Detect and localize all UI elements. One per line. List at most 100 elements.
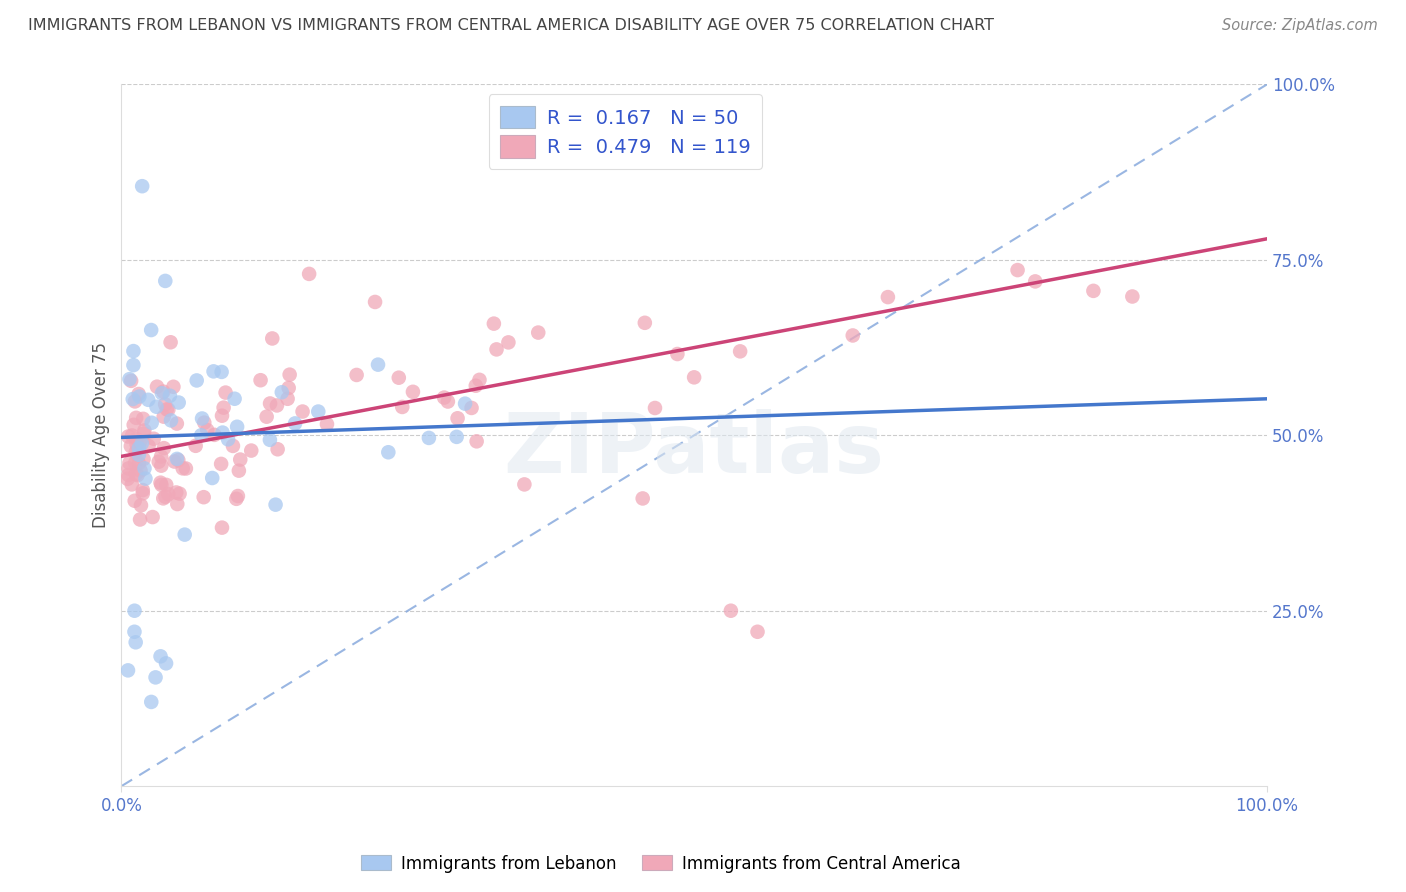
Point [146,380,169,394]
Point [128,387,150,401]
Point [156,402,179,417]
Point [145,670,167,684]
Point [167,453,190,467]
Point [201,471,224,485]
Point [155,274,177,288]
Point [121,477,143,491]
Point [644,401,666,415]
Point [138,439,160,453]
Point [485,343,508,357]
Point [173,527,195,541]
Point [136,392,159,407]
Point [256,409,278,424]
Point [211,521,233,535]
Point [131,436,153,450]
Point [159,335,181,350]
Point [129,464,152,478]
Point [249,373,271,387]
Point [132,426,155,441]
Point [212,401,235,415]
Point [132,452,155,467]
Point [157,402,180,417]
Point [465,434,488,449]
Point [482,317,505,331]
Point [631,491,654,506]
Point [125,445,148,459]
Point [298,267,321,281]
Point [195,423,218,437]
Point [266,442,288,457]
Point [418,431,440,445]
Point [124,456,146,470]
Point [141,695,163,709]
Point [172,461,194,475]
Point [124,493,146,508]
Point [666,347,689,361]
Point [264,498,287,512]
Point [152,491,174,506]
Point [316,417,339,431]
Point [157,487,180,501]
Point [148,455,170,469]
Point [193,416,215,430]
Point [128,435,150,450]
Point [152,409,174,424]
Point [634,316,657,330]
Point [117,472,139,486]
Point [128,390,150,404]
Point [226,489,249,503]
Point [128,442,150,456]
Point [229,452,252,467]
Point [174,461,197,475]
Point [217,433,239,447]
Point [211,409,233,423]
Point [166,451,188,466]
Point [225,491,247,506]
Point [162,380,184,394]
Point [120,374,142,388]
Point [127,468,149,483]
Point [364,295,387,310]
Text: IMMIGRANTS FROM LEBANON VS IMMIGRANTS FROM CENTRAL AMERICA DISABILITY AGE OVER 7: IMMIGRANTS FROM LEBANON VS IMMIGRANTS FR… [28,18,994,33]
Point [153,397,176,411]
Point [132,483,155,497]
Point [125,410,148,425]
Point [259,433,281,447]
Point [125,432,148,446]
Point [159,389,181,403]
Point [134,461,156,475]
Point [468,373,491,387]
Point [150,386,173,401]
Point [527,326,550,340]
Point [877,290,900,304]
Point [277,392,299,406]
Point [728,344,751,359]
Point [117,468,139,483]
Point [131,179,153,194]
Legend: R =  0.167   N = 50, R =  0.479   N = 119: R = 0.167 N = 50, R = 0.479 N = 119 [488,95,762,169]
Point [460,401,482,415]
Point [211,425,233,440]
Point [211,365,233,379]
Point [193,490,215,504]
Point [169,486,191,500]
Point [226,419,249,434]
Point [128,456,150,470]
Point [132,412,155,426]
Point [125,635,148,649]
Point [155,657,177,671]
Point [118,372,141,386]
Point [150,458,173,473]
Point [270,385,292,400]
Point [437,394,460,409]
Point [125,467,148,482]
Text: ZIPatlas: ZIPatlas [503,409,884,490]
Point [145,400,167,414]
Point [284,417,307,431]
Point [1083,284,1105,298]
Point [367,358,389,372]
Point [720,604,742,618]
Point [747,624,769,639]
Point [222,439,245,453]
Point [124,604,146,618]
